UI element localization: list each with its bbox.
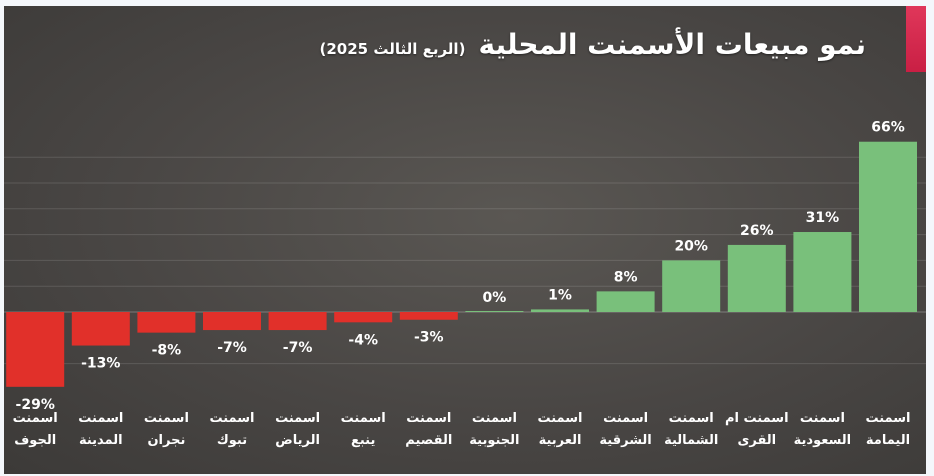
data-label: 20% — [674, 238, 708, 254]
category-label: الشمالية — [664, 433, 718, 448]
bar — [793, 232, 852, 312]
category-label: القرى — [737, 433, 776, 448]
category-label: ينبع — [351, 433, 375, 448]
category-label: الجنوبية — [469, 433, 519, 448]
chart-panel: نمو مبيعات الأسمنت المحلية (الربع الثالث… — [4, 6, 926, 474]
bar-chart: 66% اسمنت اليمامة 31% اسمنت السعودية 26% اسمنت … — [4, 120, 926, 448]
category-label: اسمنت — [13, 411, 58, 426]
category-label: الجوف — [14, 433, 56, 448]
category-label: العربية — [539, 433, 582, 448]
data-label: 1% — [548, 287, 572, 303]
bar — [399, 312, 458, 320]
data-label: 26% — [740, 223, 774, 239]
accent-bar — [906, 6, 926, 72]
data-label: -7% — [217, 340, 247, 356]
category-label: اسمنت — [341, 411, 386, 426]
category-label: اسمنت — [144, 411, 189, 426]
bar — [662, 260, 721, 312]
bar — [596, 291, 655, 312]
category-label: اسمنت — [603, 411, 648, 426]
data-label: 0% — [483, 290, 507, 306]
data-label: -3% — [414, 330, 444, 346]
category-label: اسمنت — [209, 411, 254, 426]
bar — [137, 312, 196, 333]
bar — [6, 312, 65, 387]
category-label: اسمنت — [865, 411, 910, 426]
category-label: اسمنت — [406, 411, 451, 426]
data-label: 8% — [614, 269, 638, 285]
category-label: الرياض — [275, 433, 320, 448]
category-label: المدينة — [79, 433, 123, 448]
category-label: تبوك — [217, 433, 247, 448]
category-label: اسمنت — [800, 411, 845, 426]
category-label: اسمنت — [537, 411, 582, 426]
chart-title-sub: (الربع الثالث 2025) — [319, 40, 466, 58]
bar — [531, 309, 589, 312]
category-label: نجران — [147, 433, 185, 448]
category-label: السعودية — [794, 433, 852, 448]
data-label: -7% — [283, 340, 313, 356]
bar — [203, 312, 261, 331]
category-label: اسمنت — [472, 411, 517, 426]
category-label: اسمنت — [78, 411, 123, 426]
chart-title: نمو مبيعات الأسمنت المحلية (الربع الثالث… — [320, 28, 867, 61]
chart-title-main: نمو مبيعات الأسمنت المحلية — [478, 28, 866, 61]
data-label: 66% — [871, 120, 905, 136]
category-label: الشرقية — [599, 433, 651, 448]
bar — [465, 311, 524, 312]
category-label: اليمامة — [866, 433, 910, 448]
category-label: القصيم — [405, 433, 452, 448]
data-label: 31% — [806, 210, 840, 226]
bar — [727, 244, 786, 312]
data-label: -8% — [152, 343, 182, 359]
bar — [334, 312, 393, 323]
category-label: اسمنت — [669, 411, 714, 426]
bar — [859, 141, 917, 312]
bar — [71, 312, 130, 346]
bar — [268, 312, 327, 331]
data-label: -13% — [81, 356, 120, 372]
category-label: اسمنت — [275, 411, 320, 426]
data-label: -29% — [16, 397, 55, 413]
category-label: اسمنت ام — [725, 411, 789, 426]
data-label: -4% — [348, 332, 378, 348]
